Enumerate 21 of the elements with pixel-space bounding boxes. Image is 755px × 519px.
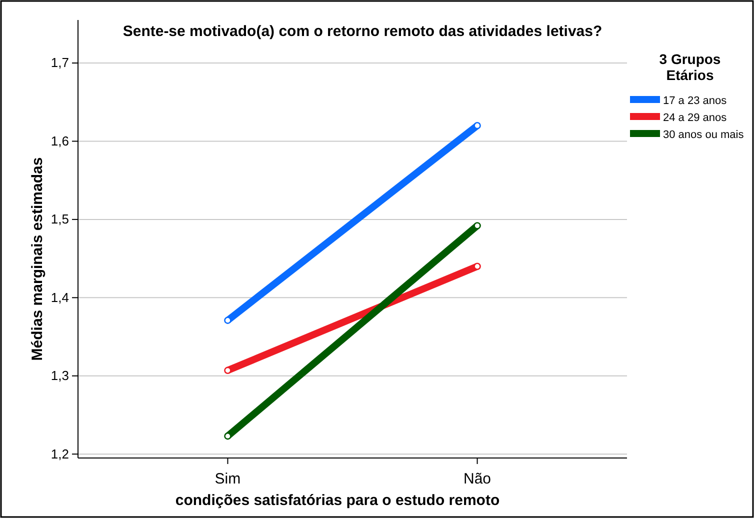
y-tick-label: 1,4: [50, 290, 69, 305]
point: [224, 432, 232, 440]
point: [474, 222, 481, 230]
point: [224, 316, 232, 324]
x-tick-label: Sim: [214, 470, 241, 488]
x-axis-title: condições satisfatórias para o estudo remoto: [175, 492, 500, 509]
chart-title: Sente-se motivado(a) com o retorno remoto das atividades letivas?: [122, 23, 602, 40]
point: [224, 366, 232, 374]
y-tick-label: 1,6: [50, 133, 69, 148]
legend-label: 24 a 29 anos: [663, 112, 728, 124]
legend-label: 30 anos ou mais: [663, 129, 744, 141]
y-tick-label: 1,5: [50, 212, 69, 227]
legend-label: 17 a 23 anos: [663, 95, 728, 107]
y-tick-label: 1,7: [50, 55, 69, 70]
point: [474, 122, 481, 130]
y-tick-label: 1,2: [50, 446, 69, 462]
x-tick-label: Não: [464, 470, 492, 488]
legend-title: 3 Grupos Etários: [659, 51, 721, 83]
y-axis-title: Médias marginais estimadas: [29, 157, 46, 361]
y-tick-label: 1,3: [50, 368, 69, 384]
point: [474, 262, 481, 270]
